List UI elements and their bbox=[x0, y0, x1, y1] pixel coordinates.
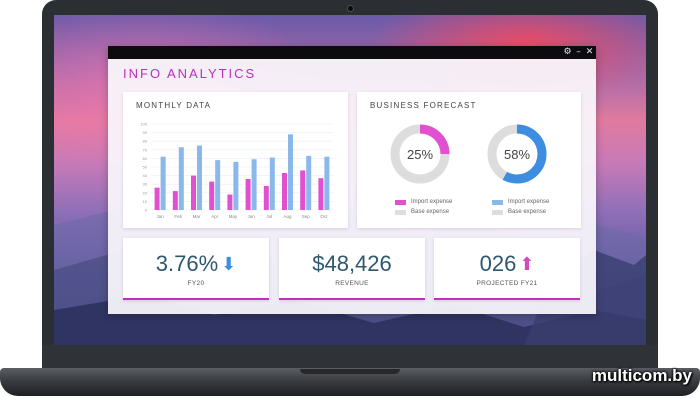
monthly-data-title: MONTHLY DATA bbox=[136, 101, 212, 110]
close-icon[interactable]: ✕ bbox=[585, 47, 594, 57]
kpi-value: 026 ⬆ bbox=[434, 251, 580, 277]
legend-item: Base expense bbox=[492, 209, 546, 215]
x-tick-label: Aug bbox=[283, 214, 292, 219]
bar bbox=[191, 175, 196, 210]
x-tick-label: Jun bbox=[247, 214, 255, 219]
bar bbox=[215, 160, 221, 210]
bar bbox=[233, 161, 239, 210]
bar bbox=[288, 134, 293, 210]
monthly-bar-chart: 0 10 20 30 40 50 60 70 80 90 100 Jan Feb Mar Apr May Jun… bbox=[140, 122, 333, 219]
legend-item: Base expense bbox=[395, 209, 449, 215]
kpi-accent-bar bbox=[434, 298, 580, 300]
kpi-accent-bar bbox=[279, 298, 425, 300]
bar bbox=[172, 191, 178, 210]
bar bbox=[209, 181, 215, 210]
y-tick-label: 80 bbox=[143, 139, 148, 144]
legend-label: Base expense bbox=[411, 209, 450, 215]
watermark: multicom.by bbox=[591, 366, 692, 385]
legend-swatch bbox=[492, 209, 503, 215]
forecast-donut-charts: 25% 58% bbox=[390, 124, 547, 184]
legend-label: Import expense bbox=[411, 199, 453, 205]
bar bbox=[160, 156, 166, 210]
arrow-up-icon: ⬆ bbox=[519, 254, 535, 274]
webcam bbox=[347, 5, 354, 12]
bar bbox=[269, 157, 275, 210]
x-tick-label: May bbox=[229, 214, 238, 219]
x-tick-label: Feb bbox=[174, 214, 182, 219]
bar bbox=[263, 185, 269, 210]
analytics-window: ⚙ – ✕ INFO ANALYTICS MONTHLY DATA 0 10 20 3… bbox=[108, 46, 596, 314]
x-tick-label: Oct bbox=[320, 214, 328, 219]
legend-swatch bbox=[395, 209, 406, 215]
x-tick-label: Sep bbox=[302, 214, 311, 219]
laptop-hinge bbox=[300, 369, 400, 374]
donut-segment bbox=[390, 124, 450, 184]
y-tick-label: 70 bbox=[143, 147, 148, 152]
y-tick-label: 30 bbox=[143, 182, 148, 187]
bar bbox=[251, 159, 257, 210]
legend-item: Import expense bbox=[492, 199, 549, 205]
bar bbox=[227, 194, 233, 210]
y-tick-label: 60 bbox=[143, 156, 148, 161]
x-tick-label: Jul bbox=[266, 214, 272, 219]
bar bbox=[197, 145, 202, 210]
kpi-card-fy20: 3.76% ⬇ FY20 bbox=[123, 238, 269, 300]
y-tick-label: 40 bbox=[143, 173, 148, 178]
kpi-value-text: 026 bbox=[479, 251, 517, 276]
settings-icon[interactable]: ⚙ bbox=[563, 47, 572, 57]
legend-label: Base expense bbox=[508, 209, 547, 215]
business-forecast-panel: BUSINESS FORECAST 25% 58% Import expense … bbox=[357, 92, 581, 228]
y-tick-label: 0 bbox=[145, 208, 148, 213]
kpi-label: FY20 bbox=[187, 280, 205, 287]
y-tick-label: 10 bbox=[143, 199, 148, 204]
kpi-label: REVENUE bbox=[335, 280, 369, 287]
x-tick-label: Jan bbox=[156, 214, 164, 219]
x-tick-label: Apr bbox=[211, 214, 219, 219]
kpi-card-projected: 026 ⬆ PROJECTED FY21 bbox=[434, 238, 580, 300]
donut-segment bbox=[487, 124, 547, 184]
window-titlebar: ⚙ – ✕ bbox=[108, 46, 596, 59]
kpi-label: PROJECTED FY21 bbox=[476, 280, 538, 287]
legend-item: Import expense bbox=[395, 199, 452, 205]
kpi-value-text: $48,426 bbox=[312, 251, 392, 276]
kpi-value: 3.76% ⬇ bbox=[123, 251, 269, 277]
bar bbox=[300, 170, 306, 210]
legend-label: Import expense bbox=[508, 199, 550, 205]
y-tick-label: 90 bbox=[143, 130, 148, 135]
kpi-accent-bar bbox=[123, 298, 269, 300]
bar bbox=[154, 187, 160, 210]
kpi-value-text: 3.76% bbox=[155, 251, 219, 276]
kpi-value: $48,426 bbox=[279, 251, 425, 277]
monthly-data-panel: MONTHLY DATA 0 10 20 30 40 50 60 70 80 90 100 Jan Fe… bbox=[123, 92, 348, 228]
y-tick-label: 20 bbox=[143, 190, 148, 195]
arrow-down-icon: ⬇ bbox=[221, 254, 237, 274]
x-tick-label: Mar bbox=[193, 214, 201, 219]
kpi-card-revenue: $48,426 REVENUE bbox=[279, 238, 425, 300]
app-title: INFO ANALYTICS bbox=[123, 66, 257, 81]
y-tick-label: 50 bbox=[143, 165, 148, 170]
bar bbox=[178, 147, 184, 210]
donut-percent-label: 25% bbox=[407, 147, 433, 162]
bar bbox=[245, 179, 251, 210]
minimize-icon[interactable]: – bbox=[576, 47, 581, 57]
legend-swatch bbox=[492, 199, 503, 205]
donut-percent-label: 58% bbox=[504, 147, 530, 162]
bar bbox=[318, 178, 324, 210]
y-tick-label: 100 bbox=[140, 122, 147, 127]
screen-bezel-bottom bbox=[42, 345, 658, 372]
business-forecast-title: BUSINESS FORECAST bbox=[370, 101, 477, 110]
bar bbox=[282, 173, 287, 210]
bar bbox=[324, 156, 330, 210]
bar bbox=[306, 155, 312, 210]
legend-swatch bbox=[395, 199, 406, 205]
